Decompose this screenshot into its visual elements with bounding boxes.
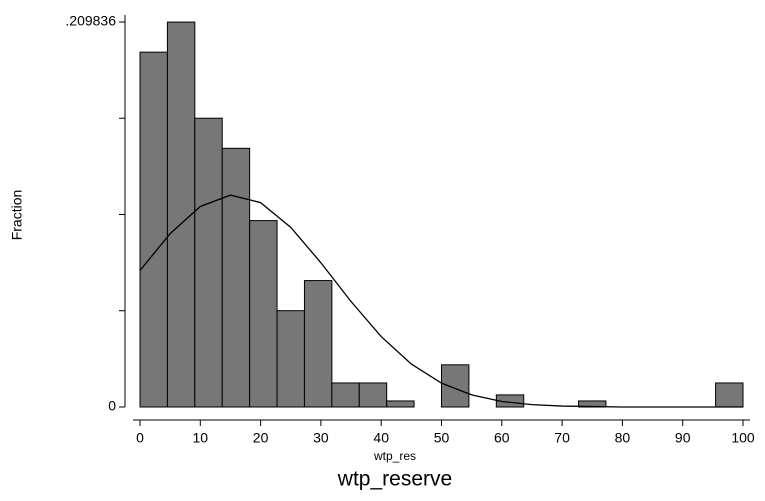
x-tick-label: 40 <box>373 430 389 446</box>
bar <box>386 400 415 408</box>
x-tick-label: 10 <box>193 430 209 446</box>
bar <box>441 364 470 408</box>
y-tick-label: .209836 <box>65 13 116 29</box>
bar <box>303 280 333 408</box>
x-tick-label: 80 <box>615 430 631 446</box>
y-axis-label: Fraction <box>9 190 25 241</box>
x-tick-label: 70 <box>554 430 570 446</box>
y-tick-label: 0 <box>108 398 116 414</box>
x-axis-label: wtp_res <box>373 449 416 463</box>
bar <box>331 382 360 408</box>
x-tick-label: 30 <box>313 430 329 446</box>
x-tick-label: 0 <box>136 430 144 446</box>
bar <box>139 51 168 408</box>
x-tick-label: 50 <box>434 430 450 446</box>
bar <box>358 382 388 408</box>
bar <box>276 310 305 408</box>
density-curve <box>139 194 743 408</box>
chart-title: wtp_reserve <box>337 468 452 491</box>
bar <box>221 147 251 408</box>
x-tick-label: 20 <box>253 430 269 446</box>
bar <box>249 220 278 408</box>
bar <box>194 117 223 408</box>
x-tick-label: 90 <box>675 430 691 446</box>
x-tick-label: 60 <box>494 430 510 446</box>
x-tick-label: 100 <box>731 430 755 446</box>
bar <box>715 382 744 408</box>
